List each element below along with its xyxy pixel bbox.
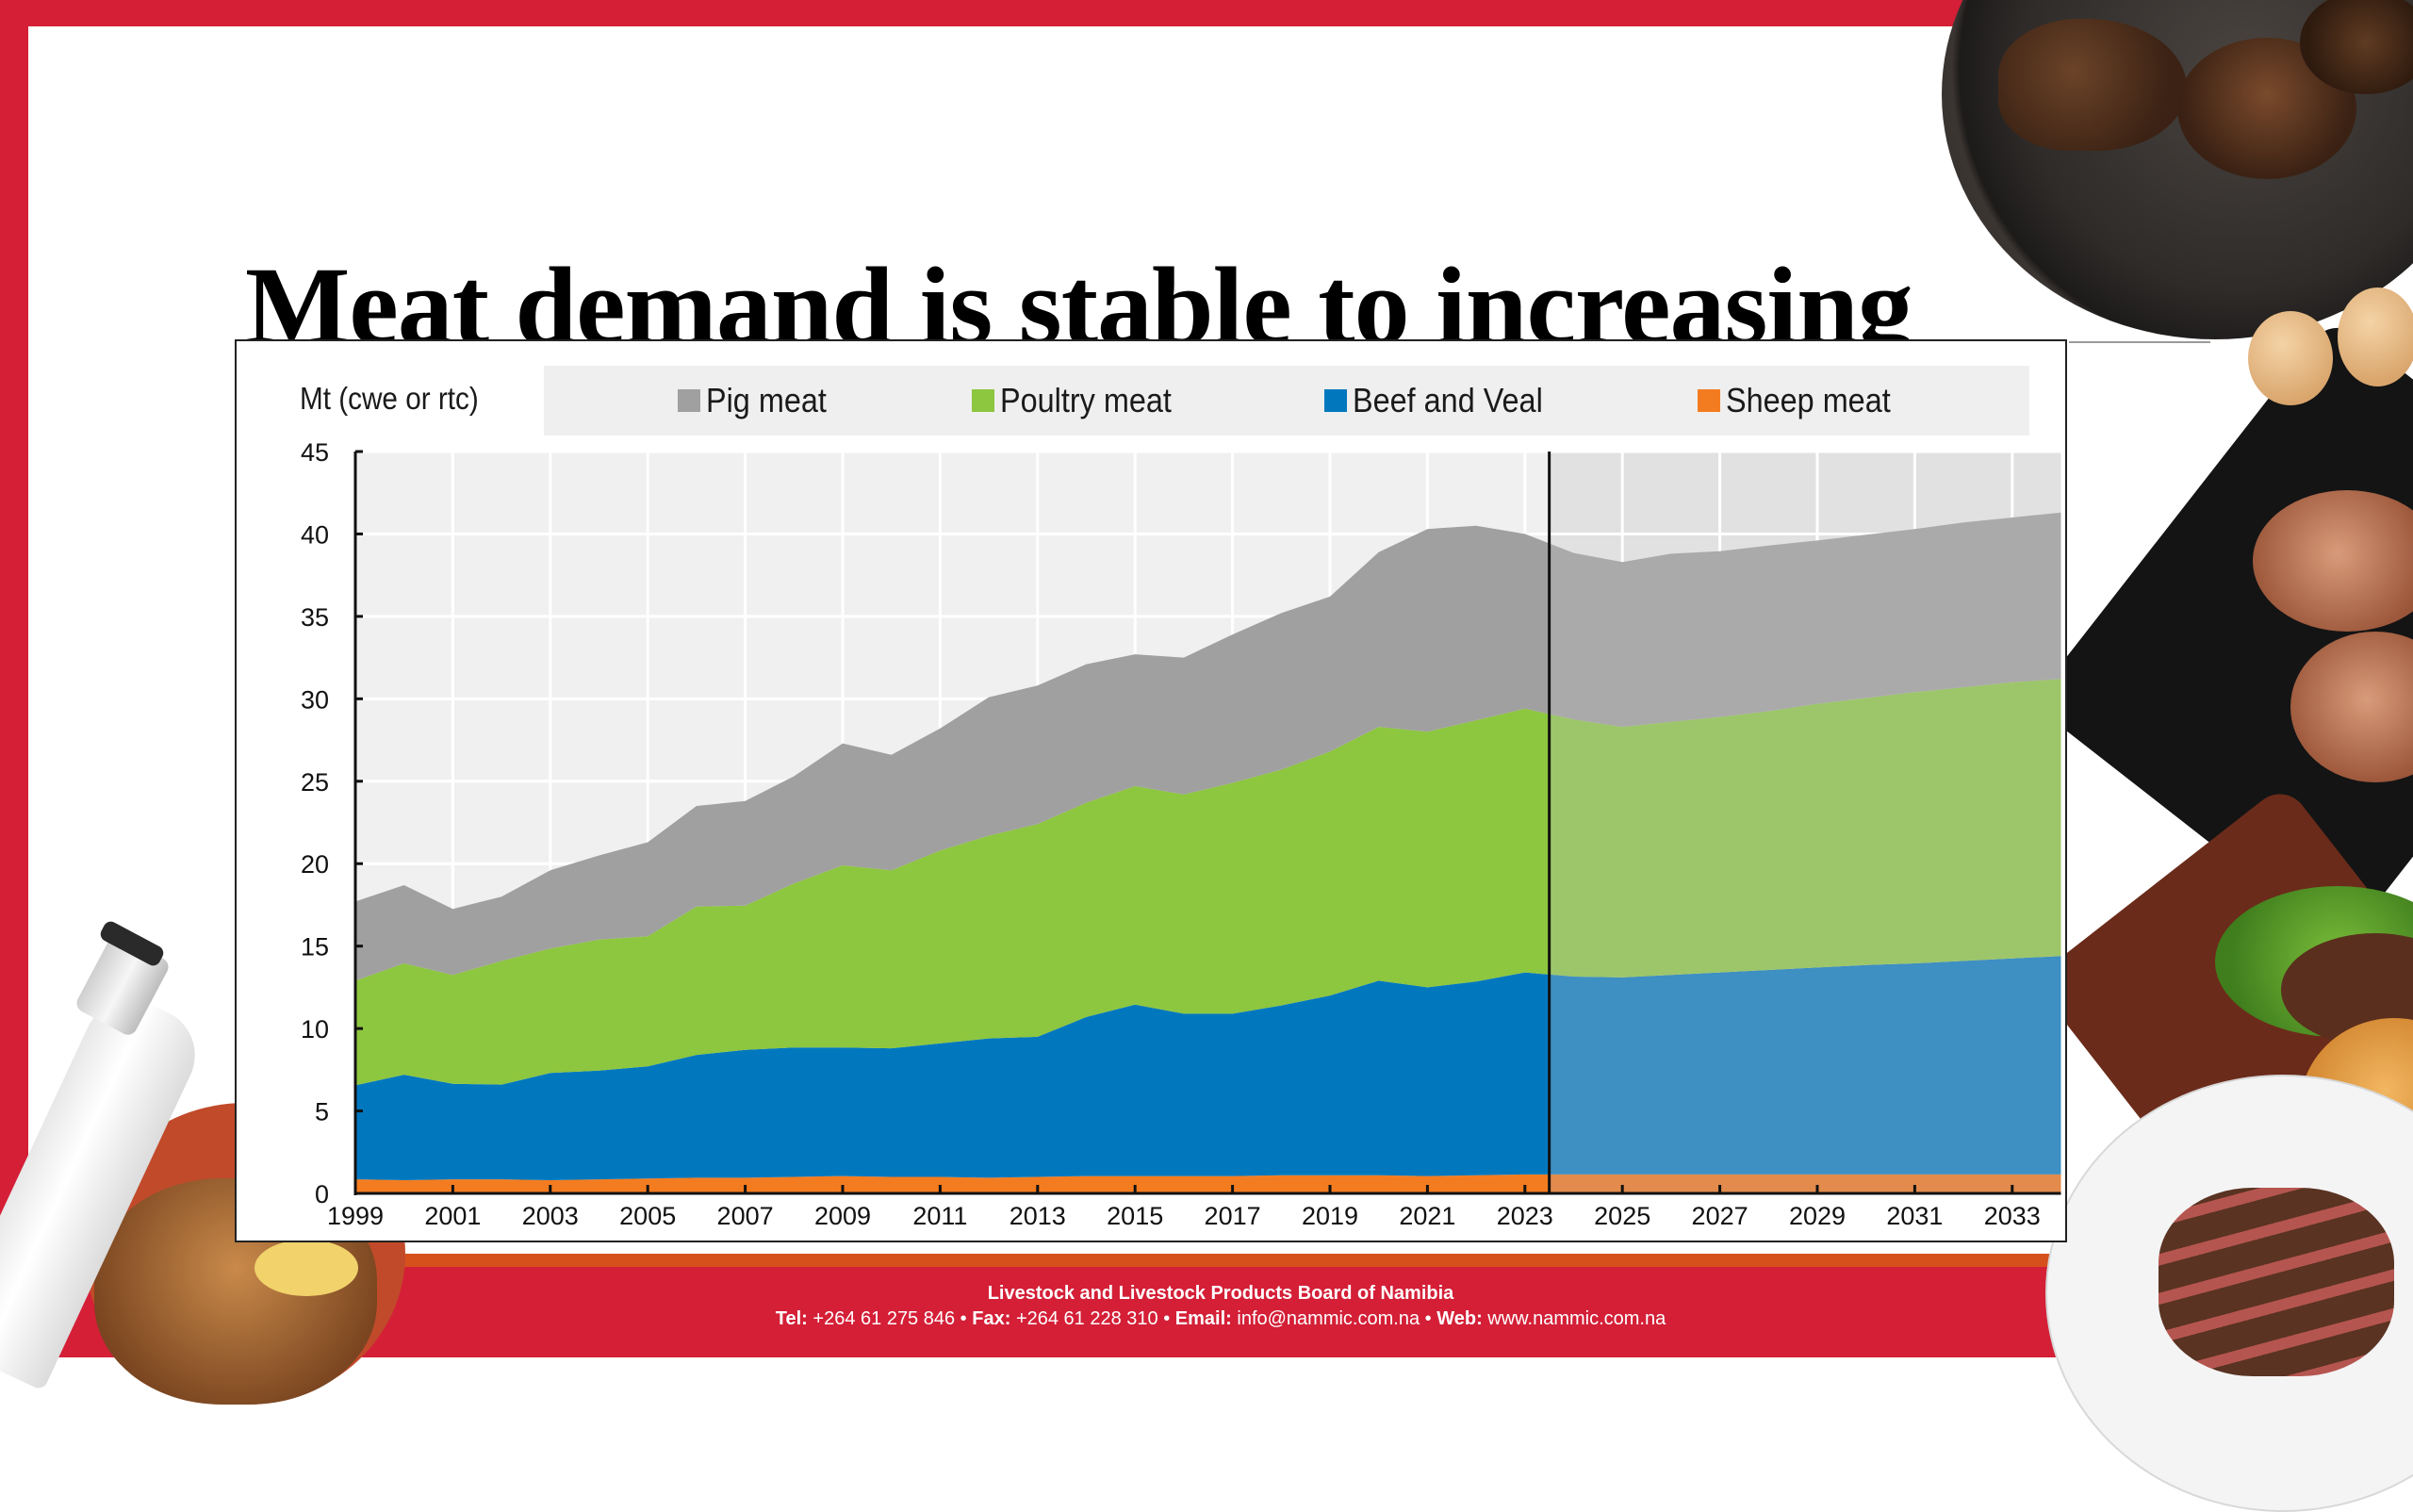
egg-image xyxy=(2248,311,2333,405)
x-tick-label: 2029 xyxy=(1789,1202,1846,1230)
y-tick-label: 0 xyxy=(315,1180,329,1208)
x-tick-label: 2025 xyxy=(1594,1202,1650,1230)
x-tick-label: 2003 xyxy=(522,1202,579,1230)
y-tick-label: 5 xyxy=(315,1098,329,1126)
legend-label: Beef and Veal xyxy=(1353,381,1543,419)
area-sheep-meat-projection xyxy=(1549,1174,2061,1193)
x-tick-label: 2021 xyxy=(1399,1202,1455,1230)
area-beef-and-veal-projection xyxy=(1549,956,2061,1175)
area-poultry-meat-historical xyxy=(355,708,1550,1086)
x-tick-label: 2005 xyxy=(619,1202,676,1230)
area-pig-meat-historical xyxy=(355,525,1550,981)
legend-item-beef-and-veal: Beef and Veal xyxy=(1324,381,1564,420)
lemon-image xyxy=(254,1240,358,1296)
y-tick-label: 10 xyxy=(301,1015,329,1044)
footer-organization: Livestock and Livestock Products Board o… xyxy=(987,1283,1454,1304)
lamb-shank-image xyxy=(1998,19,2187,151)
x-tick-label: 2013 xyxy=(1010,1202,1066,1230)
separator: • xyxy=(1163,1308,1171,1329)
fax-value: +264 61 228 310 xyxy=(1015,1308,1158,1329)
x-tick-label: 2001 xyxy=(424,1202,481,1230)
y-tick-label: 30 xyxy=(301,685,329,714)
y-tick-label: 35 xyxy=(301,603,329,632)
pork-chop-image xyxy=(2253,490,2413,632)
footer-accent-stripe xyxy=(0,1254,2413,1267)
separator: • xyxy=(1424,1308,1432,1329)
x-tick-label: 2011 xyxy=(912,1202,967,1230)
area-beef-and-veal-historical xyxy=(355,972,1550,1180)
separator: • xyxy=(960,1308,967,1329)
egg-image xyxy=(2338,288,2413,386)
x-tick-label: 2015 xyxy=(1107,1202,1163,1230)
lamb-shank-image xyxy=(2300,0,2413,94)
email-link[interactable]: info@nammic.com.na xyxy=(1237,1308,1420,1329)
x-tick-label: 2027 xyxy=(1692,1202,1748,1230)
x-tick-label: 2007 xyxy=(717,1202,774,1230)
decorative-line xyxy=(2069,341,2210,343)
area-poultry-meat-projection xyxy=(1549,679,2061,978)
area-sheep-meat-historical xyxy=(355,1174,1550,1193)
footer-contact-line: Tel: +264 61 275 846 • Fax: +264 61 228 … xyxy=(0,1308,2413,1330)
x-tick-label: 2031 xyxy=(1886,1202,1943,1230)
y-axis-unit-label: Mt (cwe or rtc) xyxy=(300,381,479,416)
legend-label: Poultry meat xyxy=(1000,381,1172,419)
area-pig-meat-projection xyxy=(1549,512,2061,728)
legend-item-pig-meat: Pig meat xyxy=(678,381,840,420)
x-tick-label: 2009 xyxy=(814,1202,871,1230)
left-accent-bar xyxy=(0,0,28,1357)
y-tick-label: 25 xyxy=(301,768,329,797)
legend-item-sheep-meat: Sheep meat xyxy=(1698,381,1909,420)
legend-swatch-pig-meat xyxy=(678,389,700,412)
x-tick-label: 2033 xyxy=(1984,1202,2041,1230)
fax-label: Fax: xyxy=(972,1308,1011,1329)
tel-label: Tel: xyxy=(775,1308,808,1329)
web-label: Web: xyxy=(1436,1308,1483,1329)
legend-item-poultry-meat: Poultry meat xyxy=(972,381,1190,420)
web-link[interactable]: www.nammic.com.na xyxy=(1487,1308,1666,1329)
legend-swatch-poultry-meat xyxy=(972,389,994,412)
y-tick-label: 45 xyxy=(301,438,329,467)
y-tick-label: 20 xyxy=(301,850,329,879)
y-tick-label: 40 xyxy=(301,520,329,549)
legend-swatch-sheep-meat xyxy=(1698,389,1720,412)
x-tick-label: 2019 xyxy=(1302,1202,1358,1230)
x-tick-label: 1999 xyxy=(327,1202,384,1230)
legend-label: Pig meat xyxy=(706,381,827,419)
legend-swatch-beef-and-veal xyxy=(1324,389,1347,412)
sliced-steak-image xyxy=(2159,1188,2394,1376)
email-label: Email: xyxy=(1174,1308,1232,1329)
legend-box xyxy=(544,366,2029,436)
x-tick-label: 2023 xyxy=(1497,1202,1553,1230)
y-tick-label: 15 xyxy=(301,933,329,961)
x-tick-label: 2017 xyxy=(1205,1202,1261,1230)
top-accent-bar xyxy=(0,0,2008,26)
tel-value: +264 61 275 846 xyxy=(813,1308,956,1329)
legend-label: Sheep meat xyxy=(1726,381,1891,419)
